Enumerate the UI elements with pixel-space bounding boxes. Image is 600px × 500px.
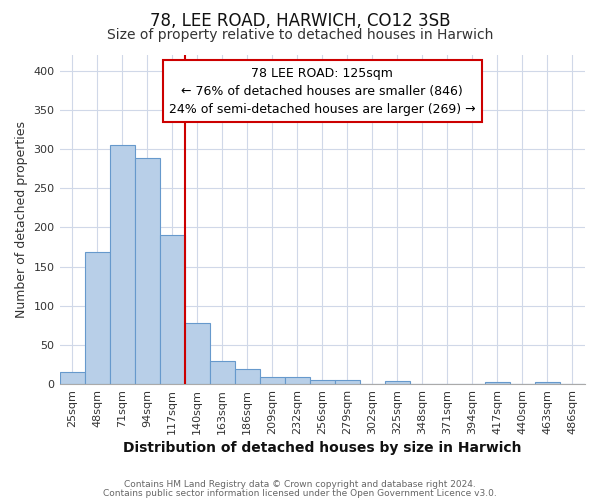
Bar [160,235,185,384]
Y-axis label: Number of detached properties: Number of detached properties [15,121,28,318]
Bar [285,377,310,384]
Bar [385,381,410,384]
Text: Contains HM Land Registry data © Crown copyright and database right 2024.: Contains HM Land Registry data © Crown c… [124,480,476,489]
Text: Contains public sector information licensed under the Open Government Licence v3: Contains public sector information licen… [103,488,497,498]
Bar [110,145,134,384]
Bar [260,377,285,384]
Text: 78, LEE ROAD, HARWICH, CO12 3SB: 78, LEE ROAD, HARWICH, CO12 3SB [150,12,450,30]
Bar [209,360,235,384]
X-axis label: Distribution of detached houses by size in Harwich: Distribution of detached houses by size … [123,441,521,455]
Text: Size of property relative to detached houses in Harwich: Size of property relative to detached ho… [107,28,493,42]
Bar [235,369,260,384]
Bar [310,380,335,384]
Bar [535,382,560,384]
Bar [59,372,85,384]
Bar [85,252,110,384]
Text: 78 LEE ROAD: 125sqm
← 76% of detached houses are smaller (846)
24% of semi-detac: 78 LEE ROAD: 125sqm ← 76% of detached ho… [169,66,476,116]
Bar [134,158,160,384]
Bar [335,380,360,384]
Bar [485,382,510,384]
Bar [185,323,209,384]
